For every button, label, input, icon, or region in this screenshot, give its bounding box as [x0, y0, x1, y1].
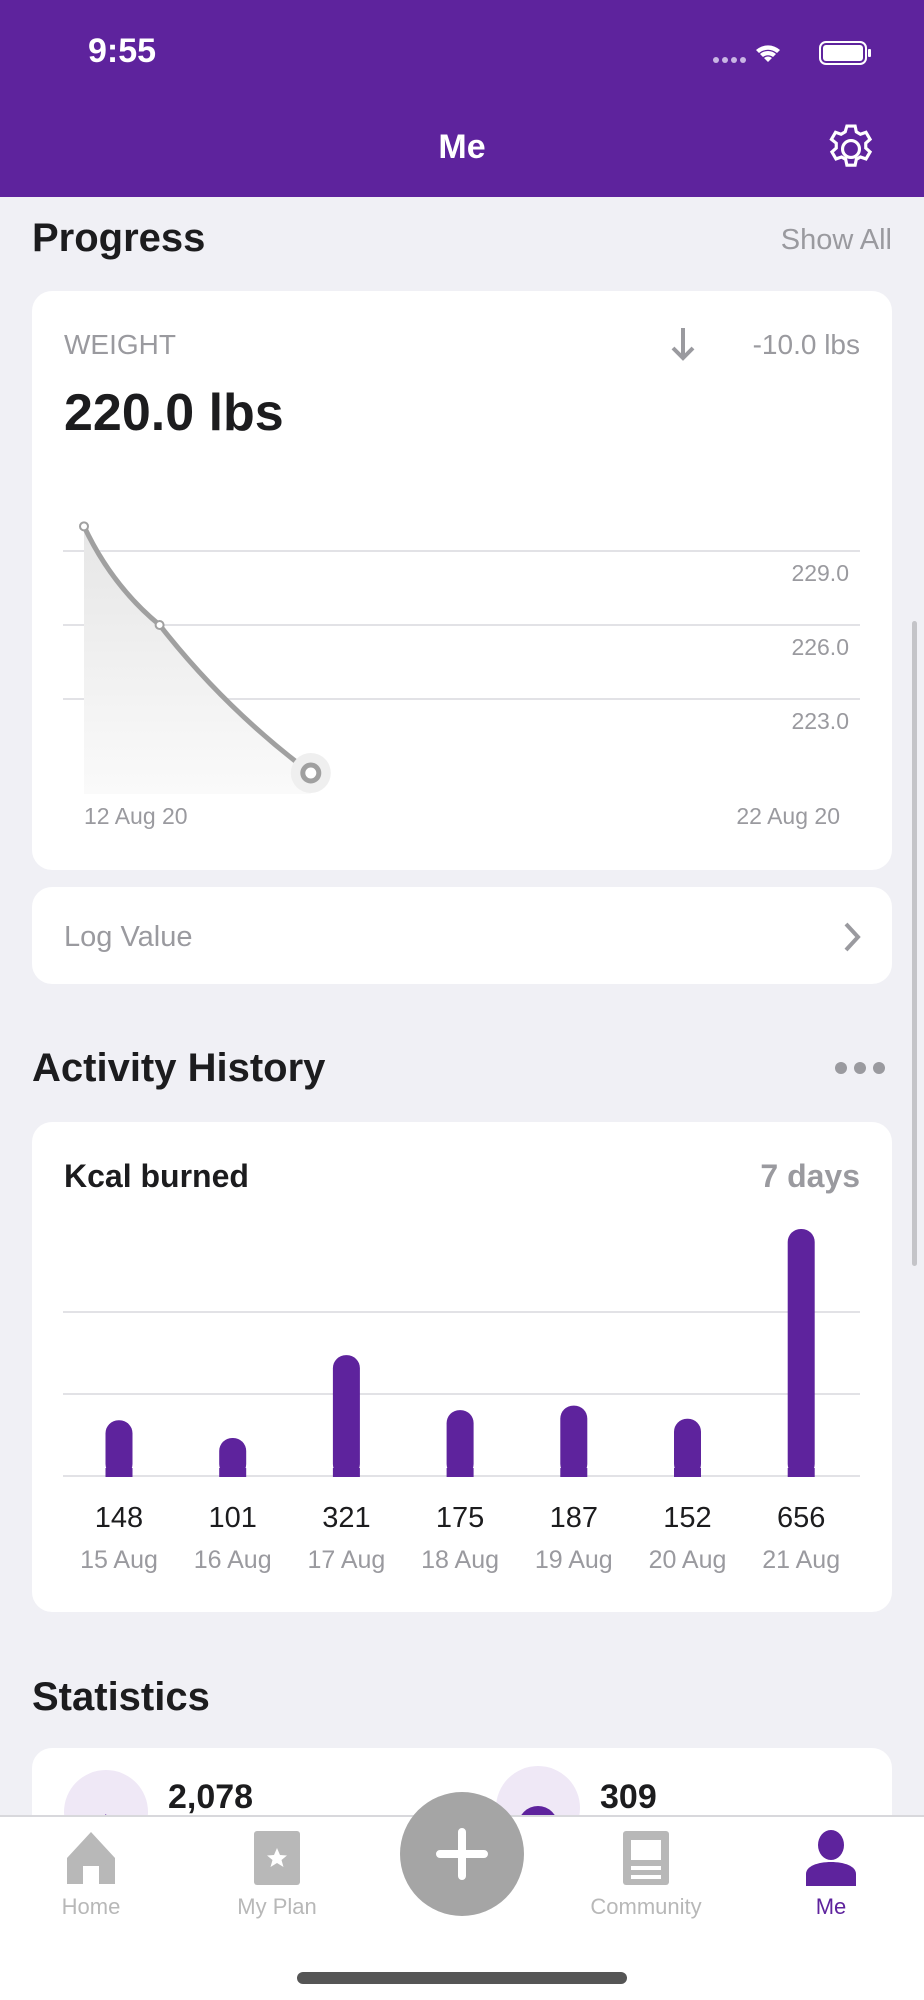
range-label[interactable]: 7 days: [760, 1158, 860, 1194]
progress-title: Progress: [32, 216, 206, 260]
bar-value-label: 152: [663, 1502, 712, 1534]
tab-label: My Plan: [237, 1894, 317, 1919]
tab-label: Me: [815, 1894, 847, 1919]
x-tick-label: 22 Aug 20: [736, 803, 840, 829]
y-tick-label: 226.0: [791, 634, 849, 660]
show-all-link[interactable]: Show All: [780, 224, 892, 256]
weight-chart: [63, 521, 860, 794]
status-time: 9:55: [88, 32, 157, 70]
gear-icon[interactable]: [822, 120, 880, 178]
data-point: [300, 762, 322, 784]
person-icon: [806, 1830, 856, 1886]
more-icon[interactable]: [834, 1060, 886, 1076]
bar-value-label: 187: [549, 1502, 598, 1534]
weight-card[interactable]: WEIGHT -10.0 lbs 220.0 lbs 12 Aug 20 22 …: [32, 291, 892, 870]
bar-category-label: 20 Aug: [648, 1546, 727, 1574]
home-indicator: [297, 1972, 627, 1984]
bar-value-label: 175: [435, 1502, 485, 1534]
bar: [787, 1229, 815, 1477]
plus-icon: [436, 1828, 488, 1880]
bar-base: [674, 1468, 701, 1477]
bar-base: [219, 1468, 247, 1477]
log-value-label: Log Value: [64, 921, 193, 953]
bar: [219, 1437, 247, 1477]
bar: [560, 1405, 588, 1477]
bar-base: [560, 1468, 588, 1477]
weight-label: WEIGHT: [64, 329, 176, 360]
bar-value-label: 101: [208, 1502, 257, 1534]
weight-value: 220.0 lbs: [64, 384, 284, 442]
tab-label: Community: [590, 1894, 702, 1919]
bar: [332, 1355, 360, 1477]
y-tick-label: 223.0: [791, 708, 849, 734]
bar: [446, 1410, 474, 1477]
bar-base: [332, 1468, 360, 1477]
series-line: [81, 525, 313, 776]
plan-star-icon: [254, 1831, 300, 1885]
tab-me[interactable]: Me: [751, 1830, 911, 1920]
data-point: [79, 521, 89, 532]
stat-value: 2,078: [168, 1778, 254, 1816]
bar-category-label: 19 Aug: [534, 1546, 613, 1574]
data-point: [154, 620, 165, 630]
tab-community[interactable]: Community: [566, 1830, 726, 1920]
bar-category-label: 18 Aug: [421, 1546, 500, 1574]
bar-category-label: 17 Aug: [307, 1546, 386, 1574]
bar-value-label: 656: [776, 1502, 826, 1534]
bar: [674, 1418, 701, 1477]
kcal-chart: [63, 1229, 860, 1477]
statistics-title: Statistics: [32, 1675, 210, 1719]
kcal-title: Kcal burned: [64, 1158, 249, 1194]
community-icon: [623, 1831, 669, 1885]
bar-value-label: 148: [94, 1502, 144, 1534]
tab-my-plan[interactable]: My Plan: [197, 1830, 357, 1920]
bar: [105, 1420, 133, 1477]
log-value-button[interactable]: Log Value: [32, 887, 892, 984]
bar-base: [446, 1468, 474, 1477]
activity-title: Activity History: [32, 1046, 326, 1090]
bar-category-label: 16 Aug: [193, 1546, 272, 1574]
weight-change: -10.0 lbs: [752, 329, 860, 360]
stat-value: 309: [600, 1778, 657, 1816]
home-icon: [67, 1832, 115, 1884]
scrollbar[interactable]: [912, 621, 917, 1266]
chevron-right-icon: [844, 922, 861, 952]
status-icons: [713, 41, 871, 65]
x-tick-label: 12 Aug 20: [84, 803, 188, 829]
bar-base: [787, 1468, 815, 1477]
header: 9:55 Me: [0, 0, 924, 197]
page-title: Me: [438, 128, 486, 166]
tab-home[interactable]: Home: [11, 1830, 171, 1920]
y-tick-label: 229.0: [791, 560, 849, 586]
add-button[interactable]: [400, 1792, 524, 1916]
bar-category-label: 15 Aug: [80, 1546, 158, 1574]
arrow-down-icon: [671, 328, 695, 361]
kcal-card: Kcal burned 7 days 148 15 Aug 101 16 Aug 321…: [32, 1122, 892, 1612]
bar-category-label: 21 Aug: [762, 1546, 841, 1574]
area-fill: [84, 526, 311, 794]
bar-base: [105, 1468, 133, 1477]
tab-label: Home: [61, 1894, 121, 1919]
bar-value-label: 321: [322, 1502, 371, 1534]
